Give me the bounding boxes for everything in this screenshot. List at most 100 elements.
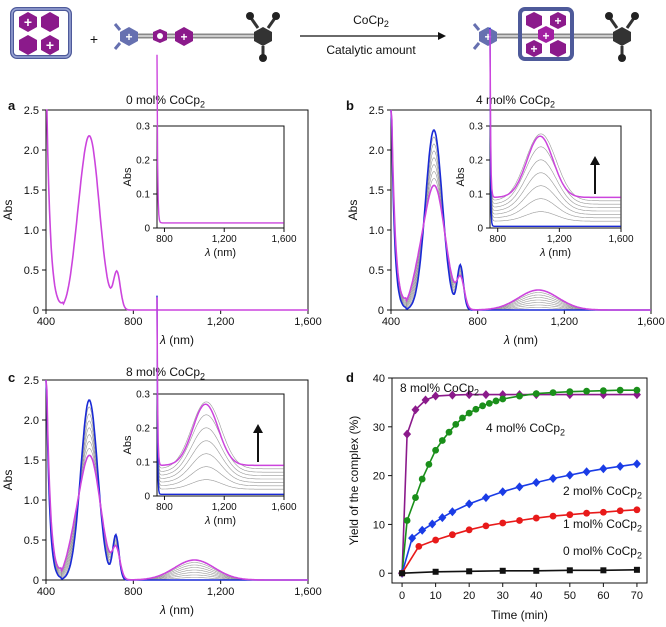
inset-intermediate-spectrum [156, 300, 284, 470]
y-axis-label: Abs [1, 470, 15, 491]
data-point [599, 387, 607, 395]
intermediate-spectrum [390, 109, 651, 311]
x-tick-label: 30 [497, 590, 509, 602]
data-point [533, 567, 540, 574]
data-point [499, 395, 507, 403]
data-point [599, 508, 607, 516]
data-point [438, 437, 446, 444]
x-axis-label: λ (nm) [159, 333, 194, 347]
x-tick-label: 50 [564, 590, 576, 602]
series-label: 2 mol% CoCp2 [563, 484, 642, 501]
x-tick-label: 1,600 [608, 234, 633, 245]
data-point [492, 397, 500, 405]
dumbbell-thread: + + [113, 12, 280, 62]
y-tick-label: 0.1 [136, 190, 150, 201]
data-point [566, 388, 574, 396]
x-tick-label: 800 [156, 502, 173, 513]
data-point [403, 429, 412, 439]
y-tick-label: 0.5 [24, 265, 39, 277]
data-point [565, 470, 574, 480]
intermediate-spectrum [390, 109, 651, 311]
panel-title: 4 mol% CoCp2 [476, 93, 555, 110]
x-tick-label: 400 [382, 316, 400, 328]
data-point [415, 542, 423, 550]
x-tick-label: 800 [489, 234, 506, 245]
reaction-arrow-head [438, 32, 446, 40]
y-tick-label: 0.1 [469, 190, 483, 201]
x-tick-label: 40 [530, 590, 542, 602]
y-tick-label: 1.0 [24, 225, 39, 237]
x-tick-label: 1,600 [271, 502, 296, 513]
data-point [516, 392, 523, 400]
intermediate-spectrum [390, 109, 651, 311]
data-point [472, 405, 480, 413]
y-tick-label: 0.3 [136, 122, 150, 133]
data-point [403, 517, 411, 524]
data-point [421, 395, 430, 405]
data-point [515, 482, 524, 492]
x-tick-label: 400 [37, 586, 55, 598]
series-label: 1 mol% CoCp2 [563, 517, 642, 534]
inset-spectrum-final [156, 297, 284, 467]
data-point [566, 511, 574, 519]
data-point [633, 566, 640, 573]
data-point [549, 512, 557, 520]
x-tick-label: 800 [124, 316, 142, 328]
y-tick-label: 0.5 [369, 265, 384, 277]
data-point [459, 414, 466, 422]
data-point [482, 522, 490, 530]
panel-letter: a [8, 98, 16, 113]
data-point [566, 567, 573, 574]
data-point [499, 519, 507, 527]
y-tick-label: 10 [373, 519, 385, 531]
series-line [402, 569, 637, 574]
increase-arrow-head [590, 156, 600, 165]
inset-spectrum [156, 54, 284, 224]
y-tick-label: 0 [144, 224, 150, 235]
inset-intermediate-spectrum [156, 310, 284, 480]
panel-letter: b [346, 98, 354, 113]
y-tick-label: 30 [373, 422, 385, 434]
x-tick-label: 800 [156, 234, 173, 245]
panel-letter: d [346, 370, 354, 385]
svg-text:+: + [542, 29, 549, 43]
data-point [549, 389, 557, 397]
y-tick-label: 40 [373, 373, 385, 385]
y-tick-label: 1.5 [24, 185, 39, 197]
data-point [532, 477, 541, 487]
data-point [418, 525, 427, 535]
y-tick-label: 0.2 [469, 156, 483, 167]
intermediate-spectrum [45, 379, 308, 581]
data-point [481, 390, 490, 400]
x-tick-label: 10 [429, 590, 441, 602]
data-point [465, 390, 474, 400]
intermediate-spectrum [45, 379, 308, 581]
data-point [583, 387, 591, 395]
data-point [499, 567, 506, 574]
y-tick-label: 2.0 [24, 415, 39, 427]
x-axis-label: λ (nm) [503, 333, 538, 347]
data-point [549, 474, 558, 484]
series-label: 4 mol% CoCp2 [486, 421, 565, 438]
panel-title: 0 mol% CoCp2 [126, 93, 205, 110]
x-tick-label: 1,200 [207, 316, 235, 328]
panel-c: c 8 mol% CoCp2 400 800 1,200 1,600 0 0.5 1.0 1.5 2… [1, 295, 322, 617]
reagent-label: CoCp2 [353, 13, 389, 29]
y-tick-label: 0.2 [136, 156, 150, 167]
x-tick-label: 1,200 [212, 502, 237, 513]
inset-x-axis-label: λ (nm) [204, 247, 236, 259]
y-tick-label: 2.5 [24, 105, 39, 117]
data-point [498, 487, 507, 497]
y-tick-label: 0 [379, 568, 385, 580]
y-tick-label: 2.0 [24, 145, 39, 157]
inset-intermediate-spectrum [489, 32, 621, 202]
inset-intermediate-spectrum [489, 42, 621, 212]
data-point [412, 494, 419, 501]
inset-intermediate-spectrum [156, 317, 284, 487]
y-tick-label: 0 [378, 305, 384, 317]
data-point [432, 536, 440, 544]
x-tick-label: 0 [399, 590, 405, 602]
intermediate-spectrum [390, 109, 651, 311]
intermediate-spectrum [45, 379, 308, 581]
inset-intermediate-spectrum [489, 46, 621, 215]
